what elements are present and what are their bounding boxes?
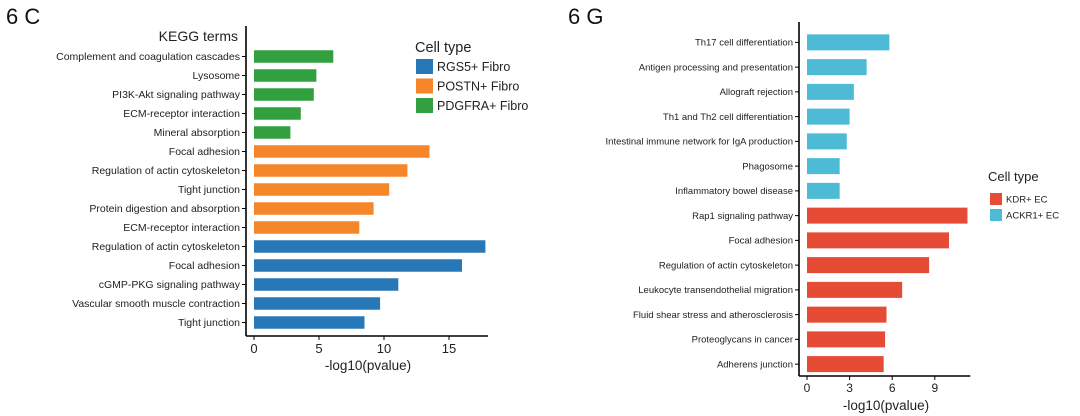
chart1-bar — [254, 107, 301, 120]
chart2-bar — [807, 232, 949, 249]
chart2-legend-label: ACKR1+ EC — [1006, 210, 1059, 221]
chart1-category-label: ECM-receptor interaction — [123, 108, 240, 120]
chart2-category-label: Adherens junction — [717, 359, 793, 370]
chart2-category-label: Th1 and Th2 cell differentiation — [663, 112, 793, 123]
chart2-bar — [807, 158, 840, 175]
chart2-legend-label: KDR+ EC — [1006, 194, 1048, 205]
chart2-bar — [807, 108, 850, 125]
chart2-x-axis-label: -log10(pvalue) — [843, 398, 929, 413]
chart1-bar — [254, 316, 365, 329]
chart2-category-label: Allograft rejection — [720, 87, 793, 98]
chart1-bar — [254, 50, 334, 63]
chart1-category-label: PI3K-Akt signaling pathway — [112, 89, 241, 101]
chart1-bar — [254, 240, 486, 253]
chart1-x-axis-label: -log10(pvalue) — [325, 358, 411, 373]
chart2-bar — [807, 356, 884, 373]
chart2-category-label: Inflammatory bowel disease — [675, 186, 793, 197]
chart2-legend-title: Cell type — [988, 169, 1039, 184]
chart1-bar — [254, 278, 399, 291]
chart1-bar — [254, 183, 390, 196]
chart1-category-label: Lysosome — [193, 70, 241, 82]
chart2-bar — [807, 34, 890, 51]
chart1-bar — [254, 126, 291, 139]
chart1-category-label: Complement and coagulation cascades — [56, 51, 240, 63]
chart2-category-label: Rap1 signaling pathway — [692, 211, 793, 222]
chart2-bar — [807, 133, 847, 150]
chart1-bar — [254, 221, 360, 234]
chart1-bar — [254, 69, 317, 82]
chart2-x-tick-label: 6 — [889, 381, 896, 395]
chart1-legend-swatch — [416, 98, 433, 113]
panel-label-6c: 6 C — [6, 4, 41, 29]
chart2-bar — [807, 207, 968, 224]
chart1-bar — [254, 88, 314, 101]
chart2-category-label: Regulation of actin cytoskeleton — [659, 260, 793, 271]
chart1-x-tick-label: 0 — [250, 341, 257, 356]
chart2-category-label: Focal adhesion — [729, 236, 793, 247]
chart1-category-label: Regulation of actin cytoskeleton — [92, 241, 240, 253]
chart1-category-label: Focal adhesion — [169, 146, 240, 158]
chart1-category-label: Protein digestion and absorption — [89, 203, 240, 215]
chart2-category-label: Leukocyte transendothelial migration — [638, 285, 793, 296]
panel-label-6g: 6 G — [568, 4, 604, 29]
chart2-category-label: Intestinal immune network for IgA produc… — [606, 137, 793, 148]
chart2-category-label: Phagosome — [742, 161, 793, 172]
chart2-legend-swatch — [990, 209, 1002, 221]
chart2-bar — [807, 257, 930, 274]
chart2-category-label: Proteoglycans in cancer — [692, 335, 793, 346]
chart2-bar — [807, 83, 854, 100]
chart2-category-label: Fluid shear stress and atherosclerosis — [633, 310, 793, 321]
chart2-bar — [807, 331, 886, 348]
chart2-bar — [807, 306, 887, 323]
chart1-x-tick-label: 5 — [315, 341, 322, 356]
chart1-bar — [254, 297, 381, 310]
chart1-legend-label: PDGFRA+ Fibro — [437, 99, 528, 113]
chart2-bar — [807, 182, 840, 199]
chart1-category-label: Mineral absorption — [154, 127, 241, 139]
chart1-category-label: Vascular smooth muscle contraction — [72, 298, 240, 310]
chart1-legend-title: Cell type — [415, 40, 471, 56]
chart2-legend-swatch — [990, 193, 1002, 205]
chart1-category-label: Tight junction — [178, 184, 240, 196]
chart1-category-label: Tight junction — [178, 317, 240, 329]
chart1-category-label: Focal adhesion — [169, 260, 240, 272]
chart1-category-label: Regulation of actin cytoskeleton — [92, 165, 240, 177]
chart1-legend-label: POSTN+ Fibro — [437, 80, 519, 94]
chart2-x-tick-label: 3 — [846, 381, 853, 395]
chart1-category-label: cGMP-PKG signaling pathway — [99, 279, 241, 291]
chart1-x-tick-label: 15 — [442, 341, 456, 356]
chart1-bar — [254, 202, 374, 215]
chart2-bar — [807, 281, 903, 298]
chart1-title: KEGG terms — [159, 28, 238, 44]
chart1-bar — [254, 164, 408, 177]
chart2-x-tick-label: 9 — [931, 381, 938, 395]
chart1-legend-label: RGS5+ Fibro — [437, 60, 510, 74]
chart2-category-label: Antigen processing and presentation — [639, 62, 793, 73]
chart1-bar — [254, 259, 462, 272]
chart2-bar — [807, 59, 867, 76]
chart1-bar — [254, 145, 430, 158]
chart1-category-label: ECM-receptor interaction — [123, 222, 240, 234]
chart1-x-tick-label: 10 — [377, 341, 391, 356]
chart2-category-label: Th17 cell differentiation — [695, 38, 793, 49]
chart1-legend-swatch — [416, 78, 433, 94]
chart2-x-tick-label: 0 — [804, 381, 811, 395]
chart1-legend-swatch — [416, 59, 433, 74]
